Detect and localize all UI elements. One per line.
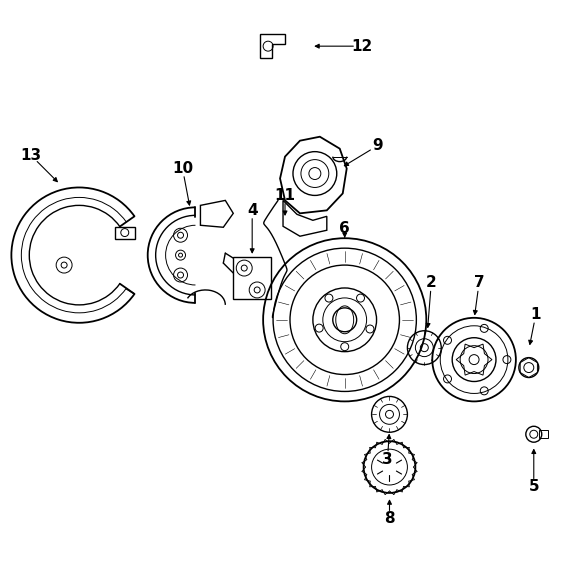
Text: 11: 11 bbox=[275, 188, 295, 203]
Text: 5: 5 bbox=[529, 479, 539, 495]
Text: 7: 7 bbox=[474, 275, 484, 291]
Text: 4: 4 bbox=[247, 203, 257, 218]
Text: 13: 13 bbox=[21, 148, 42, 163]
Text: 8: 8 bbox=[384, 511, 395, 527]
Text: 9: 9 bbox=[372, 138, 383, 153]
Text: 3: 3 bbox=[382, 452, 393, 466]
Text: 12: 12 bbox=[351, 39, 372, 53]
Text: 1: 1 bbox=[530, 307, 541, 323]
Text: 6: 6 bbox=[339, 221, 350, 236]
Text: 2: 2 bbox=[426, 275, 437, 291]
Text: 10: 10 bbox=[172, 161, 193, 176]
